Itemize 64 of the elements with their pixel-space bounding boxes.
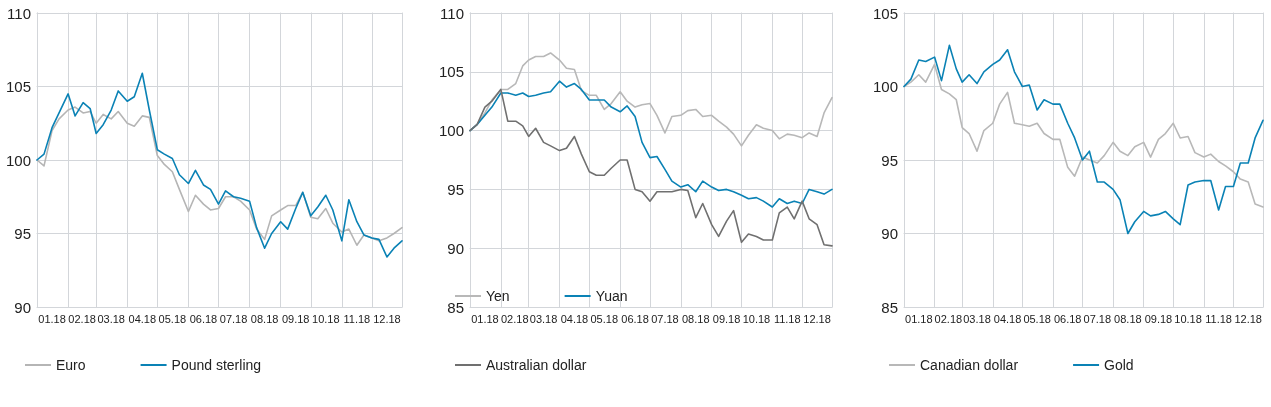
- x-tick-label: 05.18: [158, 312, 187, 325]
- y-tick-label: 95: [881, 151, 898, 169]
- line-series: [903, 63, 1264, 208]
- y-tick-label: 110: [440, 4, 464, 22]
- y-tick-label: 95: [447, 180, 464, 198]
- x-tick-label: 08.18: [250, 312, 279, 325]
- y-tick-label: 100: [438, 122, 464, 140]
- x-tick-label: 03.18: [529, 312, 558, 325]
- y-tick-label: 90: [447, 239, 464, 257]
- y-tick-label: 90: [14, 298, 31, 316]
- y-tick-label: 100: [872, 78, 898, 95]
- x-tick-label: 10.18: [742, 312, 771, 325]
- x-tick-label: 03.18: [97, 312, 125, 325]
- x-tick-label: 12.18: [1234, 312, 1262, 325]
- y-tick-label: 95: [14, 225, 31, 242]
- x-tick-label: 06.18: [1053, 312, 1082, 325]
- x-tick-label: 11.18: [343, 312, 371, 325]
- x-tick-label: 06.18: [621, 312, 649, 325]
- legend-label: Pound sterling: [171, 357, 262, 373]
- legend-label: Gold: [1104, 357, 1134, 373]
- line-series: [36, 106, 403, 247]
- x-tick-label: 01.18: [905, 312, 933, 325]
- y-tick-label: 110: [7, 4, 31, 22]
- x-tick-label: 10.18: [312, 312, 340, 325]
- legend-label: Yuan: [595, 288, 628, 304]
- x-tick-label: 01.18: [38, 312, 66, 325]
- y-tick-label: 85: [447, 298, 464, 316]
- x-tick-label: 11.18: [773, 312, 801, 325]
- x-tick-label: 11.18: [1205, 312, 1232, 325]
- legend-label: Australian dollar: [486, 357, 587, 373]
- x-tick-label: 06.18: [189, 312, 218, 325]
- x-tick-label: 02.18: [500, 312, 529, 325]
- x-tick-label: 04.18: [128, 312, 157, 325]
- x-tick-label: 03.18: [963, 312, 991, 325]
- x-tick-label: 02.18: [934, 312, 963, 325]
- legend-label: Yen: [486, 288, 510, 304]
- legend-label: Canadian dollar: [920, 357, 1019, 373]
- x-tick-label: 07.18: [651, 312, 679, 325]
- x-tick-label: 10.18: [1174, 312, 1202, 325]
- x-tick-label: 09.18: [712, 312, 741, 325]
- x-tick-label: 07.18: [1083, 312, 1112, 325]
- x-tick-label: 12.18: [373, 312, 401, 325]
- line-series: [903, 44, 1264, 235]
- x-tick-label: 01.18: [471, 312, 499, 325]
- x-tick-label: 04.18: [560, 312, 589, 325]
- x-tick-label: 08.18: [681, 312, 710, 325]
- x-tick-label: 05.18: [1023, 312, 1051, 325]
- y-tick-label: 105: [5, 78, 31, 95]
- x-tick-label: 05.18: [590, 312, 619, 325]
- x-tick-label: 07.18: [219, 312, 248, 325]
- x-tick-label: 09.18: [1144, 312, 1173, 325]
- x-tick-label: 09.18: [281, 312, 310, 325]
- line-series: [469, 88, 833, 247]
- x-tick-label: 12.18: [803, 312, 831, 325]
- y-tick-label: 105: [872, 4, 898, 22]
- y-tick-label: 90: [881, 225, 898, 242]
- x-tick-label: 04.18: [993, 312, 1022, 325]
- y-tick-label: 105: [438, 63, 464, 81]
- y-tick-label: 100: [5, 151, 31, 169]
- x-tick-label: 08.18: [1114, 312, 1142, 325]
- y-tick-label: 85: [881, 298, 898, 316]
- x-tick-label: 02.18: [68, 312, 96, 325]
- line-series: [36, 72, 403, 258]
- legend-label: Euro: [56, 357, 86, 373]
